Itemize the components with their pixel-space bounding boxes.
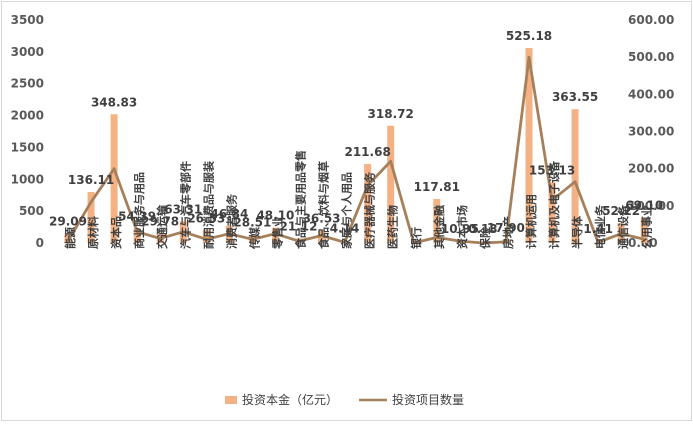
category-label: 半导体 bbox=[570, 215, 584, 249]
data-label: 69.10 bbox=[625, 199, 663, 213]
category-label: 其他金融 bbox=[432, 205, 446, 249]
category-label: 食品与主要用品零售 bbox=[294, 150, 308, 249]
bar bbox=[64, 233, 72, 243]
category-label: 原材料 bbox=[86, 216, 100, 249]
category-label: 汽车与汽车零部件 bbox=[178, 161, 192, 249]
data-label: 1.41 bbox=[583, 222, 613, 236]
category-label: 家庭与个人用品 bbox=[340, 172, 354, 249]
data-label: 54.39 bbox=[118, 209, 156, 223]
category-label: 公用事业 bbox=[639, 205, 653, 249]
category-label: 资本市场 bbox=[455, 205, 469, 249]
left-axis-tick-label: 500 bbox=[19, 204, 44, 218]
data-label: 363.55 bbox=[552, 90, 598, 104]
category-label: 银行 bbox=[409, 227, 423, 249]
series-line bbox=[66, 55, 645, 245]
category-label: 交通运输 bbox=[155, 204, 169, 249]
bar bbox=[640, 217, 648, 243]
left-axis-tick-label: 3500 bbox=[11, 13, 44, 27]
bar bbox=[133, 228, 141, 243]
data-label: 21.12 bbox=[280, 220, 318, 234]
data-label: 153.13 bbox=[529, 163, 575, 177]
data-label: 211.68 bbox=[344, 145, 390, 159]
left-axis-tick-label: 1500 bbox=[11, 140, 44, 154]
right-axis-tick-label: 400.00 bbox=[628, 87, 674, 101]
right-axis-tick-label: 600.00 bbox=[628, 13, 674, 27]
data-label: 36.53 bbox=[303, 211, 341, 225]
category-label: 能源 bbox=[63, 227, 77, 249]
legend-bar-swatch bbox=[225, 396, 237, 404]
bar bbox=[87, 192, 95, 243]
bar bbox=[364, 163, 372, 243]
left-axis: 0 500 1000 1500 2000 2500 3000 3500 bbox=[11, 13, 44, 250]
right-axis-tick-label: 100.00 bbox=[628, 199, 674, 213]
category-label: 食品、饮料与烟草 bbox=[317, 161, 331, 249]
data-label: 29.78 bbox=[141, 214, 179, 228]
category-labels: 能源 原材料 资本品 商业服务与用品 交通运输 汽车与汽车零部件 耐用消费品与服装 消费者服务… bbox=[63, 150, 653, 250]
data-label: 136.11 bbox=[68, 173, 114, 187]
category-label: 通信设备 bbox=[616, 204, 630, 249]
bar bbox=[387, 125, 395, 243]
data-label: 46.84 bbox=[210, 207, 248, 221]
right-axis-tick-label: 500.00 bbox=[628, 50, 674, 64]
right-axis-tick-label: 300.00 bbox=[628, 125, 674, 139]
line-series bbox=[66, 55, 645, 245]
data-label: 10.95 bbox=[441, 222, 479, 236]
category-label: 保险 bbox=[478, 226, 492, 250]
data-label: 117.81 bbox=[414, 180, 460, 194]
category-label: 计算机运用 bbox=[524, 194, 538, 249]
category-label: 消费者服务 bbox=[224, 193, 238, 249]
data-labels: 29.09 136.11 348.83 54.3929.7863.3126.5346.… bbox=[49, 29, 663, 236]
data-label: 4.14 bbox=[330, 221, 360, 235]
category-label: 传媒 bbox=[247, 226, 261, 250]
data-label: 63.31 bbox=[164, 202, 202, 216]
category-label: 商业服务与用品 bbox=[132, 172, 146, 249]
data-label: 52.22 bbox=[602, 204, 640, 218]
data-label: 318.72 bbox=[368, 107, 414, 121]
category-label: 零售业 bbox=[270, 216, 284, 250]
data-label: 48.10 bbox=[256, 209, 294, 223]
bar bbox=[571, 109, 579, 243]
bar bbox=[271, 227, 279, 243]
data-label: 26.53 bbox=[187, 211, 225, 225]
category-label: 资本品 bbox=[109, 216, 123, 249]
legend-bar-label: 投资本金（亿元） bbox=[242, 392, 338, 407]
category-label: 医疗器械与服务 bbox=[363, 171, 377, 249]
category-label: 计算机及电子设备 bbox=[547, 160, 561, 249]
data-label: 17.90 bbox=[487, 221, 525, 235]
data-label: 525.18 bbox=[506, 29, 552, 43]
left-axis-tick-label: 2500 bbox=[11, 77, 44, 91]
left-axis-tick-label: 2000 bbox=[11, 109, 44, 123]
bar bbox=[525, 48, 533, 243]
left-axis-tick-label: 3000 bbox=[11, 45, 44, 59]
legend: 投资本金（亿元） 投资项目数量 bbox=[225, 392, 464, 407]
left-axis-tick-label: 0 bbox=[36, 236, 44, 250]
bar bbox=[202, 230, 210, 243]
legend-line-label: 投资项目数量 bbox=[392, 392, 464, 407]
left-axis-tick-label: 1000 bbox=[11, 172, 44, 186]
bar bbox=[548, 182, 556, 243]
category-label: 耐用消费品与服装 bbox=[201, 161, 215, 249]
category-label: 医药生物 bbox=[386, 205, 400, 249]
bar bbox=[433, 199, 441, 243]
category-label: 电信业务 bbox=[593, 204, 607, 249]
category-label: 房地产 bbox=[501, 216, 515, 249]
data-label: 0.13 bbox=[468, 222, 498, 236]
data-label: 348.83 bbox=[91, 95, 137, 109]
data-label: 28.51 bbox=[233, 216, 271, 230]
right-axis-tick-label: 200.00 bbox=[628, 162, 674, 176]
data-label: 29.09 bbox=[49, 214, 87, 228]
bar bbox=[110, 114, 118, 243]
